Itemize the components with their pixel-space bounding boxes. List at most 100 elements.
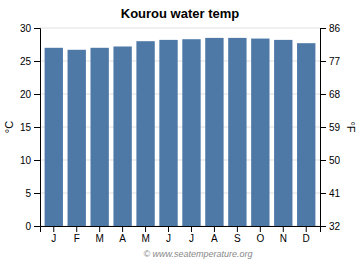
tick: M [141, 226, 149, 244]
tick: M [96, 226, 104, 244]
tick-mark [76, 226, 77, 232]
tick: 5 [25, 188, 40, 199]
axis-line [34, 29, 41, 227]
tick-label: N [280, 233, 287, 244]
tick-label: 86 [329, 23, 341, 34]
tick: O [256, 226, 264, 244]
tick-label: 41 [329, 188, 341, 199]
tick-label: 68 [329, 89, 341, 100]
tick-label: S [234, 233, 241, 244]
bar [297, 43, 315, 226]
tick: A [211, 226, 218, 244]
tick-label: A [119, 233, 126, 244]
tick-label: F [74, 233, 80, 244]
y-axis: 0 5 10 15 20 25 30 [20, 23, 41, 232]
tick-label: 10 [20, 155, 32, 166]
x-axis: JFMAMJJASOND [41, 226, 321, 244]
tick-mark [34, 127, 40, 128]
tick-label: 0 [25, 221, 31, 232]
tick-label: 32 [329, 221, 341, 232]
bar [228, 38, 246, 226]
tick-mark [122, 226, 123, 232]
tick-mark [214, 226, 215, 232]
tick-label: 30 [20, 23, 32, 34]
tick-mark [34, 61, 40, 62]
tick: 50 [320, 155, 341, 166]
tick-mark [34, 28, 40, 29]
tick: F [74, 226, 80, 244]
tick-mark [99, 226, 100, 232]
tick: 15 [20, 122, 40, 133]
tick-mark [320, 193, 326, 194]
tick-mark [34, 94, 40, 95]
bar [205, 38, 223, 226]
axis-line [321, 29, 327, 227]
tick-label: 5 [25, 188, 31, 199]
tick-mark [283, 226, 284, 232]
tick-mark [34, 226, 40, 227]
tick: J [189, 226, 194, 244]
tick-mark [320, 226, 326, 227]
tick-label: M [141, 233, 149, 244]
grid [40, 28, 320, 226]
tick: D [303, 226, 310, 244]
tick-mark [320, 127, 326, 128]
tick: J [166, 226, 171, 244]
tick-label: 59 [329, 122, 341, 133]
tick-label: J [51, 233, 56, 244]
tick: 68 [320, 89, 341, 100]
tick-mark [237, 226, 238, 232]
tick-label: O [256, 233, 264, 244]
tick-mark [53, 226, 54, 232]
bar [45, 48, 63, 226]
bar [182, 39, 200, 226]
tick-mark [260, 226, 261, 232]
tick: S [234, 226, 241, 244]
tick-mark [34, 160, 40, 161]
plot-area: JFMAMJJASOND05101520253032415059687786 [20, 23, 341, 244]
bar [136, 41, 154, 226]
tick: 25 [20, 56, 40, 67]
bar [251, 39, 269, 226]
y2-axis: 32415059687786 [320, 23, 341, 232]
tick: 32 [320, 221, 341, 232]
bar [159, 40, 177, 226]
chart: JFMAMJJASOND05101520253032415059687786Ko… [0, 0, 360, 260]
tick-mark [320, 61, 326, 62]
tick-label: M [96, 233, 104, 244]
tick: 41 [320, 188, 341, 199]
tick: 10 [20, 155, 40, 166]
bar [68, 50, 86, 226]
bar [274, 40, 292, 226]
tick-mark [191, 226, 192, 232]
y2-axis-label: °F [345, 121, 357, 132]
bars [45, 38, 316, 226]
tick-mark [320, 94, 326, 95]
title: Kourou water temp [121, 6, 240, 21]
grid-line [40, 28, 320, 29]
tick: A [119, 226, 126, 244]
tick: N [280, 226, 287, 244]
bar [90, 48, 108, 226]
tick: 20 [20, 89, 40, 100]
tick: 86 [320, 23, 341, 34]
tick: J [51, 226, 56, 244]
tick: 0 [25, 221, 40, 232]
tick: 30 [20, 23, 40, 34]
tick-label: 20 [20, 89, 32, 100]
tick-mark [320, 160, 326, 161]
tick: 59 [320, 122, 341, 133]
y-axis-label: °C [3, 121, 15, 133]
bar [113, 46, 131, 226]
tick-mark [145, 226, 146, 232]
tick-mark [306, 226, 307, 232]
tick-mark [320, 28, 326, 29]
tick-mark [34, 193, 40, 194]
tick-label: D [303, 233, 310, 244]
tick-label: A [211, 233, 218, 244]
tick-label: J [189, 233, 194, 244]
tick-label: 15 [20, 122, 32, 133]
tick-label: J [166, 233, 171, 244]
tick-label: 25 [20, 56, 32, 67]
tick-mark [168, 226, 169, 232]
